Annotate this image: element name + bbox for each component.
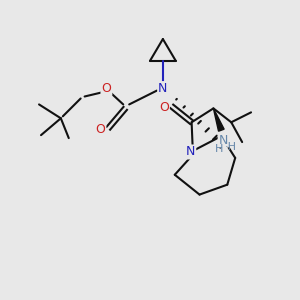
Text: O: O bbox=[101, 82, 111, 95]
Text: O: O bbox=[159, 101, 169, 114]
Text: N: N bbox=[158, 82, 168, 95]
Polygon shape bbox=[213, 108, 224, 131]
Text: ·H: ·H bbox=[225, 142, 237, 152]
Text: N: N bbox=[219, 134, 228, 147]
Text: O: O bbox=[95, 123, 105, 136]
Text: N: N bbox=[186, 146, 195, 158]
Text: H: H bbox=[215, 144, 224, 154]
